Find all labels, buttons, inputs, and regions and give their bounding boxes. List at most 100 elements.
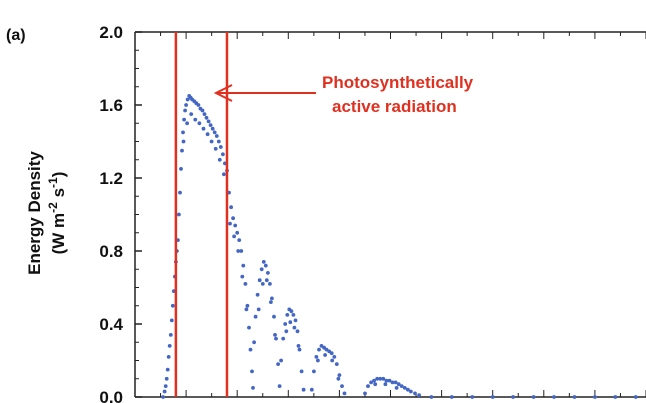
data-point <box>252 340 256 345</box>
annotation-arrow <box>213 84 316 102</box>
data-point <box>613 395 618 399</box>
x-tick-group <box>134 32 646 397</box>
data-point <box>369 380 373 385</box>
data-point <box>163 384 168 388</box>
data-point <box>323 353 327 357</box>
data-point <box>256 307 261 312</box>
y-unit-part-1: (W m <box>49 213 68 255</box>
y-unit-part-2: s <box>49 188 68 202</box>
data-point <box>170 303 175 308</box>
y-unit-exp-1: -2 <box>46 202 60 213</box>
data-point <box>291 313 296 317</box>
y-axis-title-line2: (W m-2 s-1) <box>46 172 68 255</box>
data-point <box>334 362 339 366</box>
y-tick-label: 2.0 <box>99 23 123 42</box>
data-point <box>239 249 244 253</box>
y-tick-label: 0.4 <box>99 315 123 334</box>
data-point <box>284 329 289 334</box>
data-point <box>228 221 232 226</box>
data-point <box>340 384 344 388</box>
data-point <box>169 318 174 323</box>
data-point <box>301 387 306 392</box>
annotation-arrow-head <box>213 84 233 102</box>
data-point <box>312 369 316 374</box>
data-point <box>206 119 211 124</box>
data-point <box>268 282 272 286</box>
data-point <box>235 230 240 235</box>
data-point <box>167 344 172 348</box>
data-point <box>183 108 188 113</box>
data-point <box>196 103 201 107</box>
data-point <box>181 130 185 135</box>
data-point <box>166 355 171 359</box>
data-point <box>511 395 515 399</box>
data-point <box>182 117 187 122</box>
data-point <box>372 378 376 383</box>
data-point <box>297 347 302 352</box>
data-point <box>490 395 495 399</box>
data-point <box>197 121 202 126</box>
y-tick-label: 0.0 <box>99 388 123 403</box>
data-point <box>221 152 225 157</box>
data-point <box>245 303 250 308</box>
data-point <box>289 309 294 314</box>
panel-label: (a) <box>6 27 26 44</box>
data-point <box>552 395 556 399</box>
data-point <box>409 389 413 394</box>
annotation-line2: active radiation <box>332 97 457 116</box>
data-point <box>375 376 380 381</box>
data-point <box>470 395 475 399</box>
data-point <box>288 320 293 325</box>
data-point <box>259 267 264 272</box>
data-point <box>204 115 209 120</box>
data-point <box>332 355 337 359</box>
data-point <box>180 148 184 153</box>
data-point <box>417 393 421 398</box>
data-point <box>399 384 404 388</box>
data-point <box>383 382 388 387</box>
data-point <box>272 314 276 319</box>
y-tick-label: 1.6 <box>99 96 123 115</box>
data-point <box>393 380 398 385</box>
data-point <box>236 249 241 253</box>
data-point <box>363 391 367 396</box>
data-point <box>406 387 410 392</box>
data-point <box>185 121 190 126</box>
y-axis-title: Energy Density (W m-2 s-1) <box>25 151 68 275</box>
data-point <box>572 395 577 399</box>
data-point <box>394 386 399 390</box>
data-point <box>255 292 260 297</box>
data-point <box>273 333 277 337</box>
data-point <box>260 282 265 286</box>
data-point <box>295 329 300 334</box>
data-point <box>531 395 536 399</box>
data-point <box>162 389 167 394</box>
data-point <box>449 395 454 399</box>
data-point <box>231 216 236 221</box>
data-point <box>257 278 262 283</box>
data-point <box>185 97 190 102</box>
data-point <box>237 238 242 243</box>
y-tick-group: 0.0 0.4 0.8 1.2 1.6 2.0 <box>99 23 142 403</box>
data-point <box>276 362 280 366</box>
data-point <box>263 263 268 268</box>
data-point <box>179 167 183 171</box>
data-point <box>164 376 169 381</box>
data-point <box>396 382 401 387</box>
data-point <box>373 382 378 387</box>
data-point <box>390 380 395 385</box>
data-point <box>193 117 198 122</box>
data-point <box>342 391 347 396</box>
annotation-line1: Photosynthetically <box>322 73 474 92</box>
data-point <box>269 300 273 304</box>
data-point <box>213 146 218 151</box>
y-tick-label: 1.2 <box>99 169 123 188</box>
data-point <box>201 126 206 131</box>
data-point <box>270 296 274 301</box>
data-point <box>244 307 249 312</box>
data-point <box>336 376 341 381</box>
data-point <box>293 318 298 323</box>
data-point <box>402 386 407 390</box>
data-point <box>229 205 234 210</box>
